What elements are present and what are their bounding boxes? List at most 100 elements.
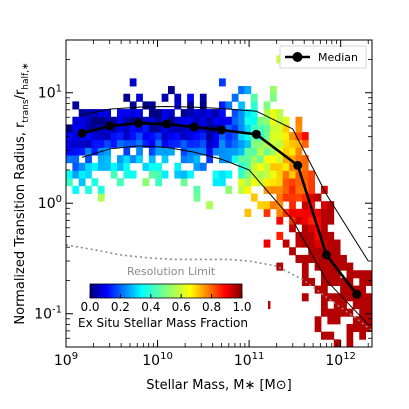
median-point (105, 121, 115, 131)
heatmap-cell (276, 155, 284, 164)
heatmap-cell (219, 147, 226, 156)
heatmap-cell (308, 239, 316, 248)
heatmap-cell (91, 116, 99, 125)
heatmap-cell (359, 300, 367, 310)
heatmap-cell (85, 132, 92, 141)
heatmap-cell (91, 139, 99, 148)
heatmap-cell (129, 116, 137, 125)
heatmap-cell (136, 155, 143, 164)
heatmap-cell (155, 124, 163, 133)
heatmap-cell (180, 116, 188, 125)
heatmap-cell (104, 109, 112, 118)
heatmap-cell (244, 208, 252, 217)
heatmap-cell (129, 139, 137, 148)
heatmap-cell (180, 147, 188, 156)
heatmap-cell (276, 116, 284, 125)
heatmap-cell (244, 170, 252, 179)
heatmap-cell (180, 124, 188, 133)
heatmap-cell (155, 139, 163, 148)
legend: Median (279, 45, 367, 69)
heatmap-cell (340, 277, 347, 286)
heatmap-cell (225, 116, 233, 125)
heatmap-cell (180, 109, 188, 118)
heatmap-cell (359, 277, 367, 286)
heatmap-cell (225, 147, 233, 156)
heatmap-cell (308, 193, 316, 202)
heatmap-cell (327, 316, 335, 325)
heatmap-cell (161, 132, 169, 141)
heatmap-cell (117, 155, 124, 164)
heatmap-cell (365, 308, 372, 317)
median-point (189, 122, 199, 132)
x-tick-label: 1010 (142, 351, 173, 369)
heatmap-cell (187, 170, 194, 179)
heatmap-cell (117, 116, 124, 125)
heatmap-cell (257, 116, 265, 125)
resolution-limit-annotation: Resolution Limit (127, 265, 216, 278)
heatmap-cell (333, 316, 341, 325)
heatmap-cell (238, 116, 245, 125)
heatmap-cell (263, 101, 271, 110)
heatmap-cell (359, 270, 367, 279)
heatmap-cell (295, 116, 303, 125)
heatmap-cell (289, 178, 296, 187)
heatmap-cell (180, 155, 188, 164)
heatmap-cell (155, 162, 163, 171)
heatmap-cell (225, 155, 233, 164)
heatmap-cell (212, 132, 220, 141)
heatmap-cell (238, 109, 245, 118)
heatmap-cell (250, 139, 258, 148)
heatmap-cell (244, 139, 252, 148)
y-tick-label: 10-1 (34, 305, 62, 323)
heatmap-cell (270, 109, 277, 118)
heatmap-cell (270, 139, 277, 148)
heatmap-cell (193, 109, 201, 118)
heatmap-cell (289, 162, 296, 171)
heatmap-cell (301, 162, 309, 171)
heatmap-cell (295, 147, 303, 156)
heatmap-cell (161, 109, 169, 118)
heatmap-cell (117, 109, 124, 118)
heatmap-cell (333, 247, 341, 256)
heatmap-cell (352, 323, 360, 333)
heatmap-cell (340, 300, 347, 310)
heatmap-cell (174, 93, 182, 102)
heatmap-cell (66, 155, 73, 164)
heatmap-cell (104, 132, 112, 141)
heatmap-cell (66, 139, 73, 148)
heatmap-cell (333, 239, 341, 248)
heatmap-cell (180, 178, 188, 187)
heatmap-cell (282, 193, 290, 202)
heatmap-cell (85, 147, 92, 156)
heatmap-cell (193, 185, 201, 194)
colorbar-tick-label: 0.6 (172, 300, 191, 314)
heatmap-cell (110, 132, 118, 141)
y-tick-label: 100 (38, 194, 62, 212)
heatmap-cell (97, 116, 105, 125)
heatmap-cell (276, 132, 284, 141)
colorbar-tick-label: 0.2 (111, 300, 130, 314)
heatmap-cell (301, 178, 309, 187)
heatmap-cell (91, 124, 99, 133)
heatmap-cell (212, 109, 220, 118)
heatmap-cell (257, 139, 265, 148)
heatmap-cell (148, 124, 156, 133)
heatmap-cell (365, 270, 372, 279)
heatmap-cell (282, 116, 290, 125)
x-tick-label: 1012 (325, 351, 356, 369)
heatmap-cell (168, 147, 175, 156)
heatmap-cell (110, 124, 118, 133)
heatmap-cell (346, 277, 354, 286)
heatmap-cell (314, 316, 322, 325)
heatmap-cell (238, 185, 245, 194)
heatmap-cell (270, 132, 277, 141)
heatmap-cell (276, 162, 284, 171)
heatmap-cell (168, 132, 175, 141)
heatmap-cell (142, 116, 150, 125)
heatmap-cell (263, 178, 271, 187)
heatmap-cell (250, 93, 258, 102)
heatmap-cell (97, 185, 105, 194)
legend-box (279, 45, 367, 69)
heatmap-cell (199, 162, 207, 171)
heatmap-cell (308, 277, 316, 286)
